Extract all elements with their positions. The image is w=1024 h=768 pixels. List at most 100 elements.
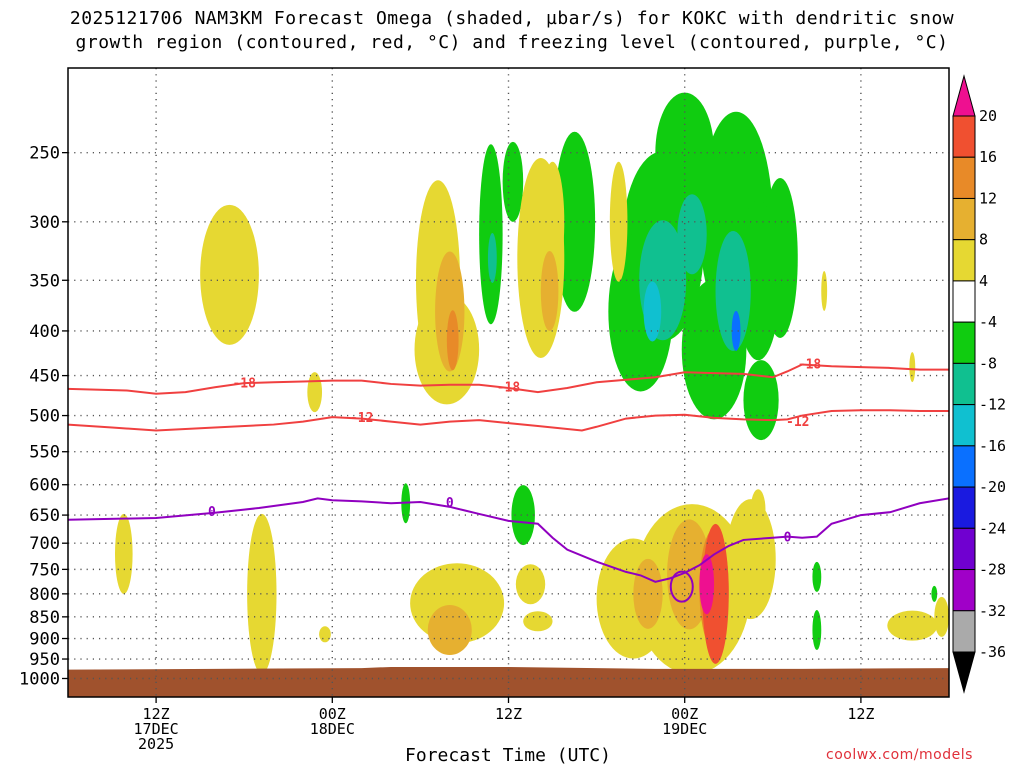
freezing-level-loop	[669, 570, 694, 603]
y-tick-label: 550	[29, 443, 60, 463]
y-tick-label: 600	[29, 476, 60, 496]
colorbar-bottom-arrow	[952, 651, 976, 694]
colorbar-tick-label: 4	[979, 272, 988, 290]
colorbar-tick-label: 20	[979, 107, 997, 125]
contour-line	[68, 363, 949, 395]
omega-region	[515, 564, 546, 605]
colorbar-bin	[952, 527, 976, 571]
credit-link[interactable]: coolwx.com/models	[826, 747, 973, 763]
contour-label: -18	[232, 376, 256, 391]
omega-region	[731, 310, 741, 351]
omega-region	[609, 161, 628, 282]
y-axis-ticks: 2503003504004505005506006507007508008509…	[19, 144, 68, 689]
omega-region	[200, 204, 259, 345]
omega-region	[511, 485, 535, 546]
contour-label: -12	[786, 415, 809, 430]
colorbar-tick-label: -20	[979, 478, 1006, 496]
colorbar-bin	[952, 404, 976, 447]
colorbar-bin	[952, 445, 976, 488]
colorbar-bin	[952, 239, 976, 282]
omega-region	[479, 144, 503, 325]
y-tick-label: 250	[29, 144, 60, 164]
x-tick-label: 19DEC	[662, 720, 707, 738]
y-tick-label: 750	[29, 560, 60, 580]
chart-title-line-2: growth region (contoured, red, °C) and f…	[75, 32, 949, 53]
contour-label: 0	[208, 505, 216, 520]
omega-region	[427, 605, 472, 656]
x-tick-label: 00Z	[319, 705, 346, 723]
colorbar-tick-label: -8	[979, 354, 997, 372]
omega-region	[554, 131, 596, 312]
contour-line	[68, 409, 949, 432]
omega-region	[812, 610, 822, 651]
y-tick-label: 450	[29, 367, 60, 387]
omega-region	[715, 230, 751, 351]
colorbar-bin	[952, 197, 976, 241]
contour-line	[68, 497, 949, 583]
colorbar-tick-label: -32	[979, 602, 1006, 620]
omega-region	[502, 141, 524, 222]
y-tick-label: 650	[29, 506, 60, 526]
x-tick-label: 17DEC	[134, 720, 179, 738]
colorbar-bin	[952, 486, 976, 529]
colorbar-top-arrow	[952, 74, 976, 117]
omega-region	[446, 310, 459, 371]
x-tick-label: 12Z	[143, 705, 170, 723]
colorbar-bins	[952, 74, 976, 694]
colorbar-tick-label: 8	[979, 231, 988, 249]
colorbar-tick-label: -24	[979, 519, 1006, 537]
colorbar-bin	[952, 115, 976, 158]
x-tick-label: 12Z	[847, 705, 874, 723]
omega-region	[114, 513, 133, 594]
colorbar-tick-label: 16	[979, 148, 997, 166]
y-tick-label: 850	[29, 608, 60, 628]
colorbar-bin	[952, 321, 976, 364]
omega-region	[643, 281, 662, 342]
contour-label: -18	[798, 358, 822, 373]
omega-region	[319, 626, 331, 643]
colorbar-bin	[952, 156, 976, 199]
contour-label: -12	[350, 411, 373, 426]
colorbar-bin	[952, 610, 976, 653]
colorbar-tick-label: -36	[979, 643, 1006, 661]
omega-region	[655, 92, 715, 213]
contour-label: 0	[784, 531, 792, 546]
x-axis-label: Forecast Time (UTC)	[405, 745, 611, 766]
omega-region	[523, 611, 553, 632]
y-tick-label: 400	[29, 322, 60, 342]
contour-label: -18	[497, 380, 521, 395]
colorbar-tick-label: -4	[979, 313, 997, 331]
y-tick-label: 800	[29, 585, 60, 605]
x-tick-label: 00Z	[671, 705, 698, 723]
omega-region	[821, 270, 828, 311]
y-tick-label: 350	[29, 271, 60, 291]
colorbar-tick-label: 12	[979, 189, 997, 207]
omega-region	[699, 554, 715, 615]
colorbar-tick-label: -12	[979, 396, 1006, 414]
colorbar-bin	[952, 362, 976, 406]
grid-lines	[68, 68, 949, 697]
colorbar-tick-label: -28	[979, 561, 1006, 579]
x-tick-label: 12Z	[495, 705, 522, 723]
y-tick-label: 950	[29, 650, 60, 670]
contour-label: 0	[446, 496, 454, 511]
colorbar-tick-label: -16	[979, 437, 1006, 455]
y-tick-label: 700	[29, 534, 60, 554]
omega-region	[934, 596, 949, 637]
omega-region	[750, 489, 766, 530]
omega-region	[487, 232, 497, 283]
omega-region	[762, 177, 798, 338]
omega-region	[887, 610, 938, 641]
y-tick-label: 900	[29, 630, 60, 650]
y-tick-label: 500	[29, 407, 60, 427]
y-tick-label: 300	[29, 213, 60, 233]
omega-region	[931, 585, 938, 602]
colorbar-bin	[952, 569, 976, 612]
colorbar-labels: -36 -32 -28 -24 -20 -16 -12 -8 -4 4 8 12 16 20	[979, 107, 1006, 661]
colorbar-bin	[952, 280, 976, 323]
temperature-contours: -18 -18 -18 -12 -12 0 0 0	[68, 358, 949, 603]
x-tick-label: 18DEC	[310, 720, 355, 738]
